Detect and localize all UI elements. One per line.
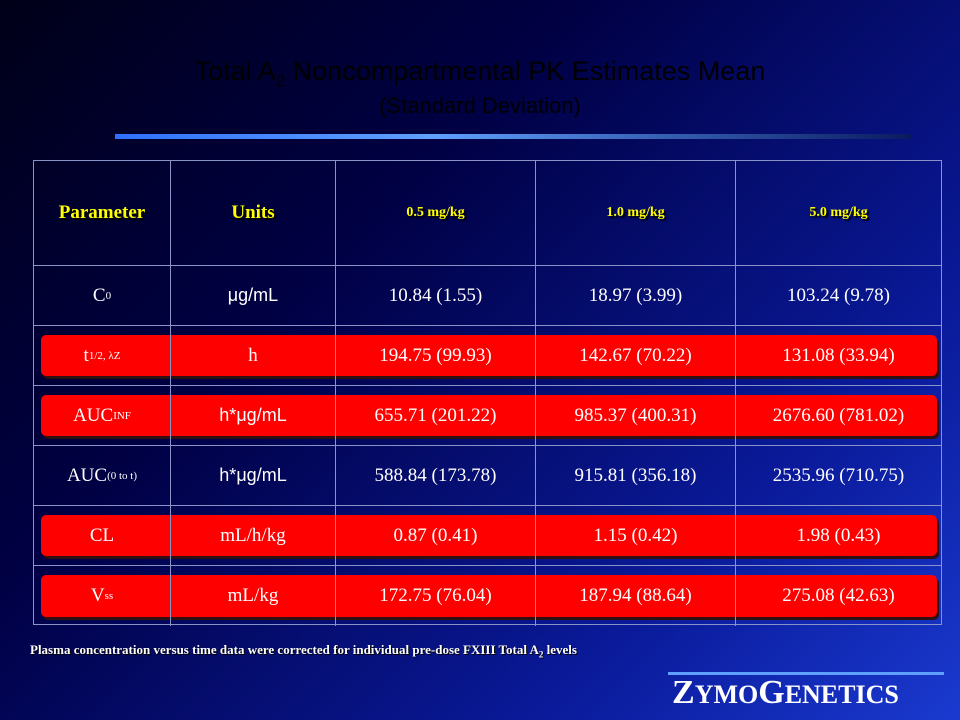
parameter-sub: INF <box>113 409 131 422</box>
footnote-sub: 2 <box>538 649 544 660</box>
parameter-sub: (0 to t) <box>107 469 138 482</box>
parameter-cell: AUC (0 to t) <box>34 446 171 505</box>
row-highlight <box>41 335 937 376</box>
header-cell: 0.5 mg/kg <box>336 161 536 265</box>
value-cell: 588.84 (173.78) <box>336 446 536 505</box>
parameter-name: CL <box>89 524 115 546</box>
value-cell: 2676.60 (781.02) <box>772 404 905 426</box>
value-cell: 1.15 (0.42) <box>536 506 736 565</box>
value-cell: 2535.96 (710.75) <box>772 464 905 486</box>
title-sub: 2 <box>275 71 286 91</box>
parameter-sub: 0 <box>105 289 112 302</box>
units-cell: h <box>171 326 336 385</box>
table-row: CL mL/h/kg 0.87 (0.41) 1.15 (0.42) 1.98 (0.4… <box>34 506 941 566</box>
parameter-sub: ss <box>104 590 114 602</box>
table-row: AUC INF h*μg/mL 655.71 (201.22) 985.37 (400.… <box>34 386 941 446</box>
header-cell: Parameter <box>34 161 171 265</box>
value-cell: 103.24 (9.78) <box>787 284 890 306</box>
footnote-text: levels <box>543 642 577 657</box>
value-cell: 187.94 (88.64) <box>536 566 736 626</box>
row-highlight <box>41 395 937 436</box>
value-cell: 18.97 (3.99) <box>536 266 736 325</box>
units-cell: h*μg/mL <box>171 386 336 445</box>
table-row: AUC (0 to t) h*μg/mL 588.84 (173.78) 915.81 … <box>34 446 941 506</box>
value-cell: 10.84 (1.55) <box>336 266 536 325</box>
value-cell: 142.67 (70.22) <box>536 326 736 385</box>
value-cell: 194.75 (99.93) <box>336 326 536 385</box>
units-cell: mL/kg <box>171 566 336 626</box>
units-cell: mL/h/kg <box>171 506 336 565</box>
table-row: t 1/2, λZ h 194.75 (99.93) 142.67 (70.22) 131… <box>34 326 941 386</box>
parameter-name: AUC <box>66 464 108 486</box>
subtitle: (Standard Deviation) <box>379 93 581 118</box>
units-cell: μg/mL <box>171 266 336 325</box>
divider <box>115 134 911 139</box>
parameter-sub: 1/2, λZ <box>88 349 121 362</box>
parameter-cell: CL <box>34 506 171 565</box>
value-cell: 655.71 (201.22) <box>336 386 536 445</box>
footnote-text: Plasma concentration versus time data we… <box>30 642 539 657</box>
header-cell: Units <box>171 161 336 265</box>
parameter-name: C <box>92 284 106 306</box>
parameter-name: t <box>83 344 89 366</box>
logo-text: ENETICS <box>784 680 899 709</box>
logo-text: G <box>758 674 785 711</box>
table-row: C 0 μg/mL 10.84 (1.55) 18.97 (3.99) 103.24 (9… <box>34 266 941 326</box>
value-cell: 985.37 (400.31) <box>536 386 736 445</box>
footnote: Plasma concentration versus time data we… <box>30 642 577 660</box>
row-highlight <box>41 515 937 556</box>
logo-text: YMO <box>694 680 759 709</box>
parameter-cell: t 1/2, λZ <box>34 326 171 385</box>
parameter-name: V <box>90 585 105 606</box>
header-cell: 1.0 mg/kg <box>536 161 736 265</box>
row-highlight <box>41 575 937 617</box>
value-cell: 172.75 (76.04) <box>336 566 536 626</box>
units-cell: h*μg/mL <box>171 446 336 505</box>
value-cell: 275.08 (42.63) <box>782 585 895 606</box>
table: Parameter Units 0.5 mg/kg 1.0 mg/kg 5.0 mg/k… <box>33 160 942 626</box>
parameter-name: AUC <box>73 404 114 426</box>
logo-text: Z <box>672 674 695 711</box>
title-text: Noncompartmental PK Estimates Mean <box>285 56 766 86</box>
header-row: Parameter Units 0.5 mg/kg 1.0 mg/kg 5.0 mg/k… <box>34 161 941 266</box>
parameter-cell: AUC INF <box>34 386 171 445</box>
title-text: Total A <box>194 56 276 86</box>
title: Total A2 Noncompartmental PK Estimates M… <box>0 56 960 91</box>
logo-line <box>668 672 944 675</box>
value-cell: 1.98 (0.43) <box>796 524 881 546</box>
value-cell: 131.08 (33.94) <box>782 344 895 366</box>
logo: ZYMOGENETICS <box>668 672 944 716</box>
value-cell: 915.81 (356.18) <box>536 446 736 505</box>
value-cell: 0.87 (0.41) <box>336 506 536 565</box>
header-cell: 5.0 mg/kg <box>809 205 868 220</box>
